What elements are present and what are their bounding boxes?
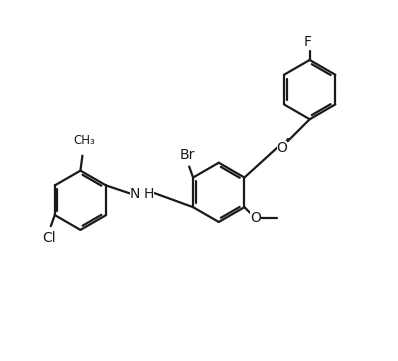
Text: Cl: Cl	[42, 231, 56, 245]
Text: N: N	[130, 187, 140, 201]
Text: F: F	[304, 35, 312, 49]
Text: O: O	[277, 141, 287, 155]
Text: CH₃: CH₃	[74, 134, 95, 147]
Text: O: O	[250, 211, 261, 225]
Text: Br: Br	[179, 148, 195, 162]
Text: H: H	[144, 187, 154, 201]
